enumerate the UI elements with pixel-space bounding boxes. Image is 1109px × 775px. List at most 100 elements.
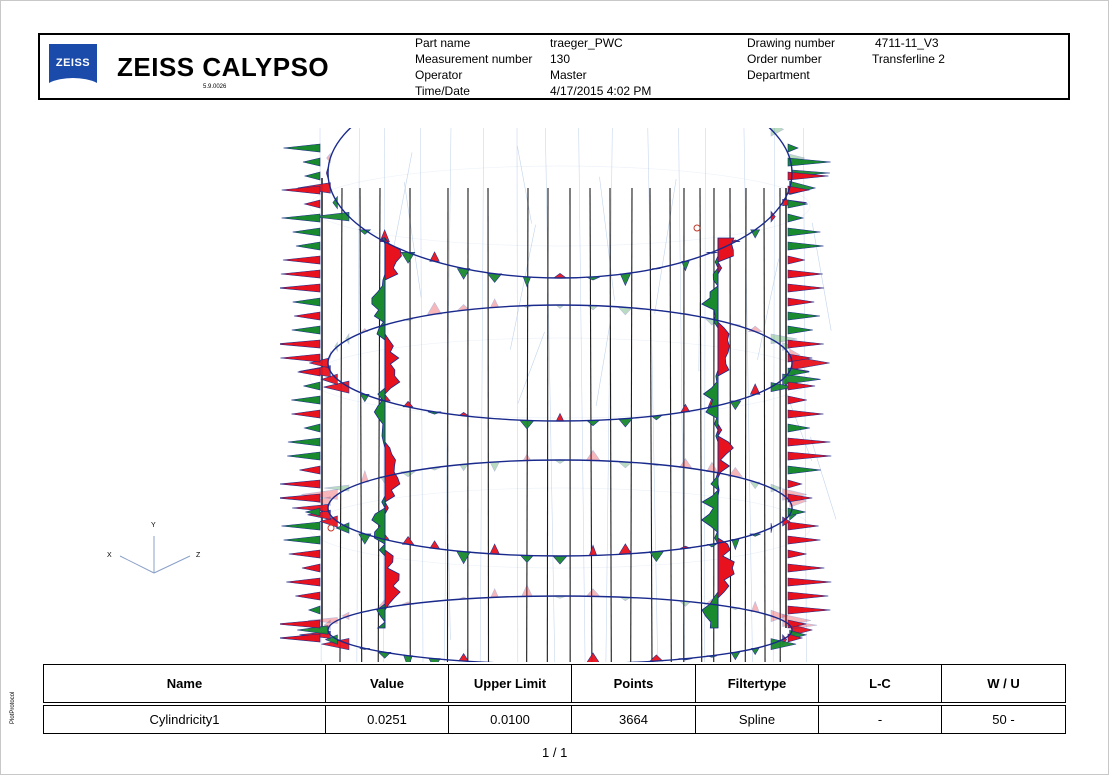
deviation-spike	[490, 298, 500, 308]
operator-value: Master	[550, 68, 587, 82]
scan-line	[391, 152, 413, 257]
col-header-name: Name	[43, 664, 326, 703]
deviation-spike	[747, 325, 763, 332]
edge-spike	[787, 213, 805, 223]
edge-spike	[787, 591, 829, 601]
deviation-spike	[521, 584, 533, 597]
edge-spike	[787, 381, 816, 391]
marker-circle-lower	[327, 524, 335, 532]
col-header-wu: W / U	[941, 664, 1066, 703]
col-header-value: Value	[325, 664, 449, 703]
scan-line	[595, 321, 611, 407]
edge-spike	[787, 325, 813, 335]
marker-circle-upper	[693, 224, 701, 232]
deviation-spike	[555, 412, 565, 422]
x-axis-line	[119, 555, 155, 574]
edge-spike	[307, 605, 321, 615]
scan-line	[517, 146, 532, 224]
generator-line	[359, 187, 363, 662]
edge-spike	[281, 185, 321, 195]
scan-line	[803, 128, 807, 662]
edge-spike	[787, 311, 821, 321]
edge-spike	[787, 479, 803, 489]
deviation-spike	[360, 469, 369, 483]
scan-line	[698, 302, 700, 372]
generator-line	[546, 187, 549, 662]
scan-line	[578, 128, 586, 662]
edge-spike	[293, 311, 321, 321]
cell-upper-limit: 0.0100	[448, 705, 572, 734]
deviation-spike	[617, 418, 633, 428]
drawing-number-label: Drawing number	[747, 36, 836, 50]
edge-spike	[280, 619, 321, 629]
vertical-profile-minus	[700, 238, 719, 629]
edge-spike	[286, 577, 321, 587]
software-version: 5.9.0026	[203, 84, 227, 90]
logo-text: ZEISS	[55, 57, 91, 69]
edge-spike	[280, 633, 321, 643]
deviation-spike	[585, 588, 601, 597]
generator-line	[609, 187, 612, 662]
col-header-filtertype: Filtertype	[695, 664, 819, 703]
edge-spike	[301, 563, 321, 573]
edge-spike	[292, 227, 321, 237]
scan-line	[772, 128, 775, 662]
edge-spike	[787, 605, 831, 615]
table-row: Cylindricity1 0.0251 0.0100 3664 Spline …	[43, 705, 1066, 734]
edge-spike	[787, 143, 799, 153]
side-label: PlotProtocol	[10, 691, 16, 724]
generator-line	[744, 187, 747, 662]
deviation-spike	[490, 587, 499, 598]
edge-spike	[280, 493, 321, 503]
deviation-spike	[750, 600, 760, 612]
scan-line	[516, 128, 519, 662]
edge-spike	[291, 409, 321, 419]
scan-line	[654, 179, 677, 314]
results-table: Name Value Upper Limit Points Filtertype…	[43, 664, 1066, 734]
scan-line	[599, 176, 615, 301]
deviation-spike	[458, 652, 469, 662]
cell-points: 3664	[571, 705, 696, 734]
axis-triad: Y X Z	[102, 516, 212, 586]
y-axis-label: Y	[151, 522, 156, 529]
col-header-lc: L-C	[818, 664, 942, 703]
generator-line	[630, 187, 633, 662]
generator-line	[377, 187, 381, 662]
part-name-label: Part name	[415, 36, 471, 50]
edge-spike	[303, 171, 321, 181]
edge-spike	[787, 255, 805, 265]
scan-line	[448, 543, 451, 640]
drawing-number-value: 4711-11_V3	[875, 36, 939, 50]
vertical-profile-plus	[384, 236, 402, 629]
deviation-spike	[427, 301, 443, 315]
generator-line	[763, 187, 766, 662]
deviation-spike	[617, 307, 633, 316]
deviation-spike	[706, 461, 718, 473]
edge-spike	[280, 353, 321, 363]
edge-spike	[280, 283, 321, 293]
edge-spike	[280, 269, 321, 279]
edge-spike	[288, 549, 321, 559]
time-date-label: Time/Date	[415, 84, 470, 98]
scan-line	[647, 128, 658, 662]
edge-spike	[282, 255, 321, 265]
operator-label: Operator	[415, 68, 463, 82]
deviation-spike	[618, 543, 633, 555]
edge-spike	[787, 409, 824, 419]
scan-line	[420, 128, 424, 662]
measurement-number-label: Measurement number	[415, 52, 533, 66]
edge-spike	[787, 451, 832, 461]
deviation-spike	[552, 555, 568, 565]
scan-line	[743, 128, 753, 662]
deviation-spike	[750, 229, 761, 239]
deviation-spike	[619, 273, 631, 287]
deviation-spike	[586, 652, 600, 662]
edge-spike	[787, 465, 821, 475]
scan-line	[545, 128, 556, 662]
edge-spike	[787, 437, 831, 447]
col-header-upper-limit: Upper Limit	[448, 664, 572, 703]
deviation-spike	[588, 544, 598, 556]
edge-spike	[291, 325, 321, 335]
edge-spike	[281, 521, 321, 531]
time-date-value: 4/17/2015 4:02 PM	[550, 84, 652, 98]
